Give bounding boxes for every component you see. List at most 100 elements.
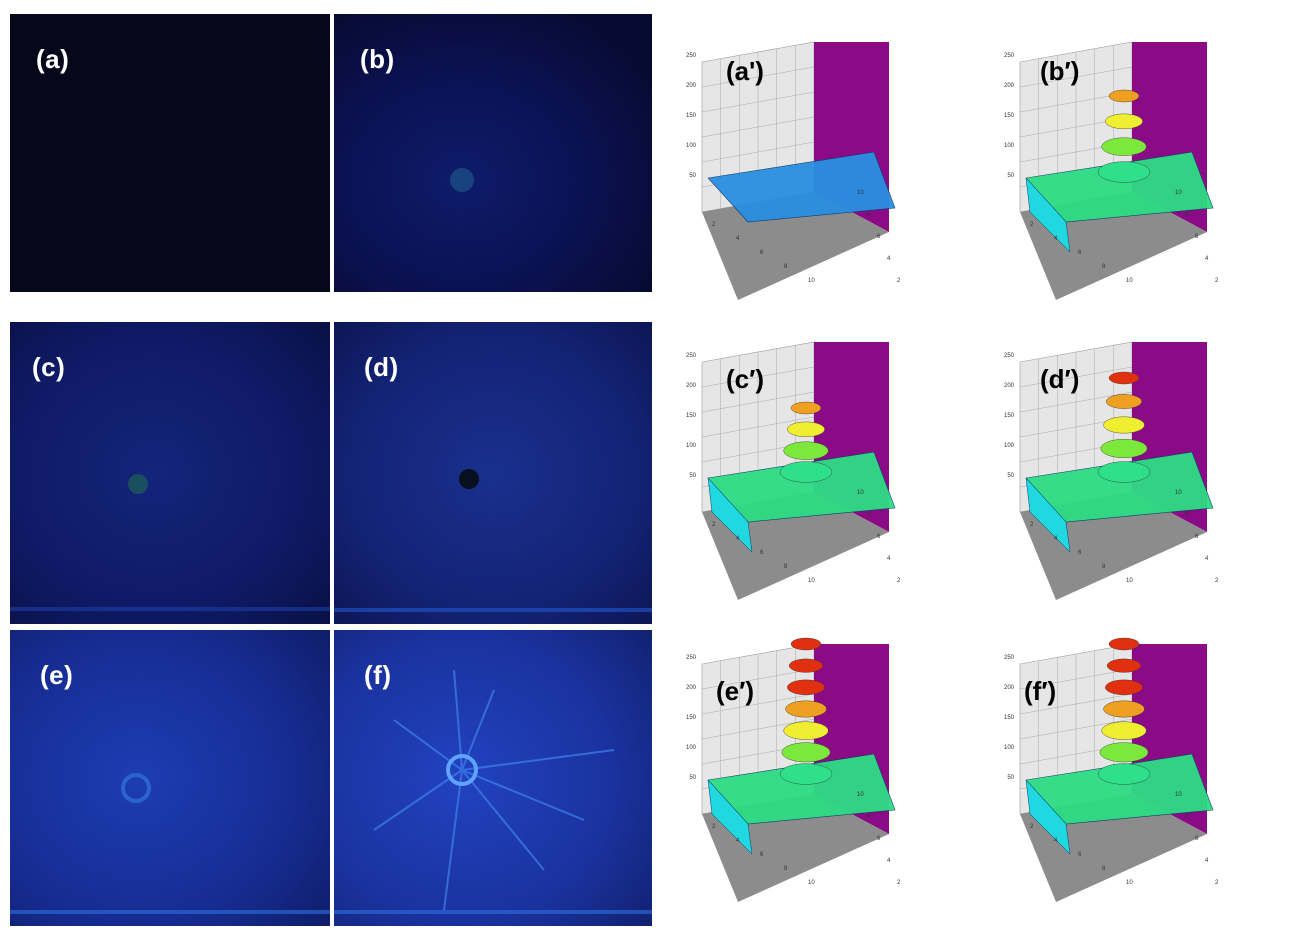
y-tick-label: 10 [857,490,864,496]
photo-c-image [10,322,330,624]
z-tick-label: 50 [689,173,696,179]
surface-peak-band [1108,637,1140,651]
y-tick-label: 4 [1205,256,1209,262]
surface-peak-band [788,658,824,673]
x-tick-label: 6 [1078,250,1082,256]
surface-peak-band [1103,416,1145,434]
z-tick-label: 150 [1004,413,1015,419]
panel-label-f-prime: (f′) [1024,676,1057,706]
panel-label-f: (f) [364,660,392,690]
surface-peak-band [1097,461,1151,483]
z-tick-label: 100 [1004,745,1015,751]
x-tick-label: 6 [760,550,764,556]
z-tick-label: 250 [686,655,697,661]
x-tick-label: 8 [784,564,788,570]
x-tick-label: 10 [1126,880,1133,886]
x-tick-label: 6 [1078,852,1082,858]
photo-d-image [334,322,652,624]
y-tick-label: 10 [1175,490,1182,496]
surface-plot-f-prime: 250 200 150 100 50 2 4 6 8 10 2 4 6 8 10 (f′) [982,632,1298,927]
z-tick-label: 250 [686,53,697,59]
z-tick-label: 150 [686,113,697,119]
surface-plot-c-prime: 250 200 150 100 50 2 4 6 8 10 2 4 6 8 10 (c′) [664,330,984,620]
z-tick-label: 150 [1004,113,1015,119]
x-tick-label: 6 [760,250,764,256]
z-tick-label: 200 [686,383,697,389]
surface-peak-band [783,721,829,740]
z-tick-label: 250 [1004,53,1015,59]
x-tick-label: 4 [736,236,740,242]
surface-peak-band [1101,137,1147,156]
z-tick-label: 150 [686,413,697,419]
surface-side [707,779,753,855]
z-tick-label: 100 [1004,143,1015,149]
z-tick-label: 50 [1007,173,1014,179]
x-tick-label: 10 [808,880,815,886]
x-tick-label: 2 [712,222,716,228]
surface-plot-a-svg: 250 200 150 100 50 2 4 6 8 10 2 4 6 8 10 [686,41,901,300]
y-tick-label: 4 [887,556,891,562]
panel-label-b-prime: (b′) [1040,56,1080,86]
surface-peak-band [779,763,833,785]
surface-plot-d-svg: 250 200 150 100 50 2 4 6 8 10 2 4 6 8 10 [1004,341,1219,600]
surface-plot-c-svg: 250 200 150 100 50 2 4 6 8 10 2 4 6 8 10 [686,341,901,600]
y-tick-label: 4 [887,858,891,864]
z-tick-label: 50 [1007,775,1014,781]
surface-peak-band [1097,763,1151,785]
photo-panel-b: (b) [334,14,652,292]
z-tick-label: 250 [1004,655,1015,661]
y-tick-label: 4 [1205,556,1209,562]
y-tick-label: 8 [1185,212,1189,218]
x-tick-label: 10 [808,578,815,584]
x-tick-label: 8 [1102,866,1106,872]
y-tick-label: 6 [877,836,881,842]
x-tick-label: 2 [1030,824,1034,830]
x-tick-label: 6 [760,852,764,858]
x-tick-label: 8 [784,866,788,872]
z-tick-label: 150 [686,715,697,721]
surface-peak-band [1097,161,1151,183]
surface-peak-band [783,441,829,460]
z-tick-label: 200 [686,685,697,691]
photo-e-image [10,630,330,926]
x-tick-label: 4 [1054,236,1058,242]
y-tick-label: 10 [857,190,864,196]
y-tick-label: 8 [1185,512,1189,518]
surface-peak-band [1108,371,1140,385]
x-tick-label: 4 [736,838,740,844]
surface-peak-band [785,700,827,718]
y-tick-label: 2 [1215,578,1219,584]
y-tick-label: 6 [1195,234,1199,240]
panel-label-b: (b) [360,44,395,74]
surface-peak-band [779,461,833,483]
z-tick-label: 200 [686,83,697,89]
surface-side [1025,177,1071,253]
x-tick-label: 8 [784,264,788,270]
panel-label-e-prime: (e′) [716,676,755,706]
x-tick-label: 2 [712,824,716,830]
photo-panel-a: (a) [10,14,330,292]
y-tick-label: 2 [897,880,901,886]
surface-peak-band [1103,700,1145,718]
surface-plot-f-svg: 250 200 150 100 50 2 4 6 8 10 2 4 6 8 10 [1004,637,1219,902]
surface-side [1025,477,1071,553]
z-tick-label: 200 [1004,383,1015,389]
surface-peak-band [1101,721,1147,740]
y-tick-label: 8 [1185,814,1189,820]
y-tick-label: 10 [857,792,864,798]
x-tick-label: 10 [1126,578,1133,584]
z-tick-label: 50 [1007,473,1014,479]
surface-side [707,477,753,553]
z-tick-label: 100 [1004,443,1015,449]
x-tick-label: 4 [1054,838,1058,844]
surface-peak-band [787,421,825,438]
x-tick-label: 2 [712,522,716,528]
photo-panel-f: (f) [334,630,652,926]
panel-label-c-prime: (c′) [726,364,765,394]
photo-b-image [334,14,652,292]
y-tick-label: 6 [1195,836,1199,842]
surface-peak-band [1108,89,1140,103]
photo-panel-d: (d) [334,322,652,624]
surface-peak-band [790,637,822,651]
z-tick-label: 150 [1004,715,1015,721]
